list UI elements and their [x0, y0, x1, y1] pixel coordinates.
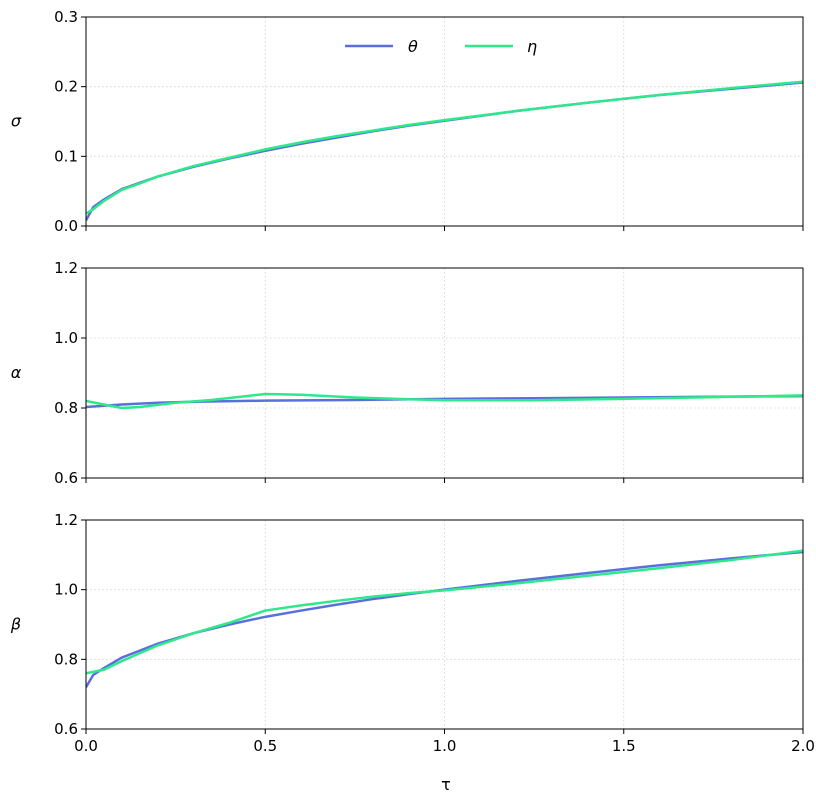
legend-label-eta: η	[527, 37, 537, 56]
y-axis-label-1: α	[11, 363, 22, 382]
legend-label-theta: θ	[408, 37, 418, 56]
y-tick-label-0-0: 0.0	[54, 217, 78, 235]
y-tick-label-2-0: 0.6	[54, 720, 78, 738]
y-tick-label-1-1: 0.8	[54, 399, 78, 417]
y-tick-label-0-2: 0.2	[54, 78, 78, 96]
y-tick-label-2-2: 1.0	[54, 581, 78, 599]
x-tick-label-4: 2.0	[791, 737, 815, 755]
y-tick-label-2-3: 1.2	[54, 511, 78, 529]
x-tick-label-2: 1.0	[433, 737, 457, 755]
x-tick-label-0: 0.0	[74, 737, 98, 755]
y-tick-label-2-1: 0.8	[54, 650, 78, 668]
y-tick-label-1-2: 1.0	[54, 329, 78, 347]
y-tick-label-1-3: 1.2	[54, 259, 78, 277]
y-tick-label-0-3: 0.3	[54, 8, 78, 26]
y-tick-label-0-1: 0.1	[54, 147, 78, 165]
x-tick-label-1: 0.5	[253, 737, 277, 755]
x-tick-label-3: 1.5	[612, 737, 636, 755]
y-axis-label-0: σ	[11, 112, 22, 131]
x-axis-label: τ	[441, 775, 451, 794]
y-tick-label-1-0: 0.6	[54, 469, 78, 487]
y-axis-label-2: β	[10, 615, 21, 634]
